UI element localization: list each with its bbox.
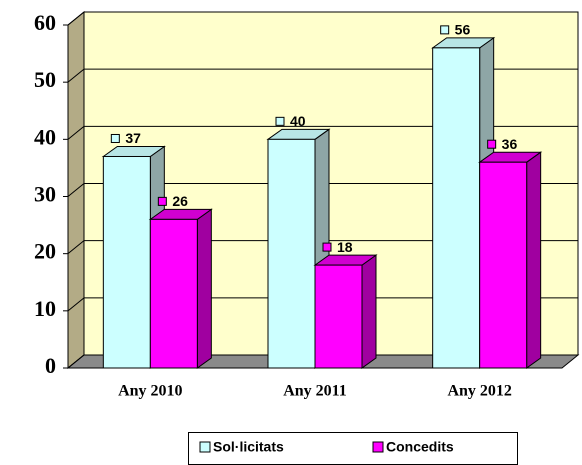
y-tick-label: 60 [34, 10, 56, 35]
y-tick-label: 0 [45, 353, 56, 378]
value-label-marker [487, 139, 497, 149]
y-tick-label: 50 [34, 67, 56, 92]
bar-side [196, 208, 212, 369]
value-label: 36 [502, 136, 518, 152]
bar-side [526, 151, 542, 369]
grid-line [67, 125, 578, 140]
y-tick-label: 40 [34, 124, 56, 149]
value-label: 18 [337, 239, 353, 255]
grid-line [67, 11, 578, 26]
y-tick-label: 30 [34, 182, 56, 207]
value-label: 26 [172, 193, 188, 209]
x-tick-label: Any 2011 [283, 383, 347, 400]
value-label-marker [110, 133, 120, 143]
value-label: 37 [125, 130, 141, 146]
legend-label: Concedits [386, 439, 454, 455]
y-tick-label: 20 [34, 239, 56, 264]
bar [149, 218, 198, 369]
bar [267, 138, 316, 369]
x-tick-label: Any 2012 [447, 383, 511, 400]
grid-line [67, 297, 578, 312]
value-label: 56 [455, 22, 471, 38]
value-label-marker [275, 116, 285, 126]
bar [102, 155, 151, 369]
y-tick-label: 10 [34, 296, 56, 321]
bar [479, 161, 528, 369]
legend-box [188, 432, 518, 465]
legend-label: Sol·licitats [213, 439, 284, 455]
value-label-marker [440, 25, 450, 35]
bar [432, 47, 481, 369]
legend-marker [199, 441, 211, 453]
grid-line [67, 183, 578, 197]
grid-line [67, 354, 578, 369]
value-label: 40 [290, 113, 306, 129]
bar [314, 264, 363, 369]
grid-line [67, 240, 578, 255]
bar-side [361, 254, 377, 369]
value-label-marker [157, 196, 167, 206]
legend-marker [372, 441, 384, 453]
grid-line [67, 68, 578, 83]
x-tick-label: Any 2010 [118, 383, 182, 400]
value-label-marker [322, 242, 332, 252]
